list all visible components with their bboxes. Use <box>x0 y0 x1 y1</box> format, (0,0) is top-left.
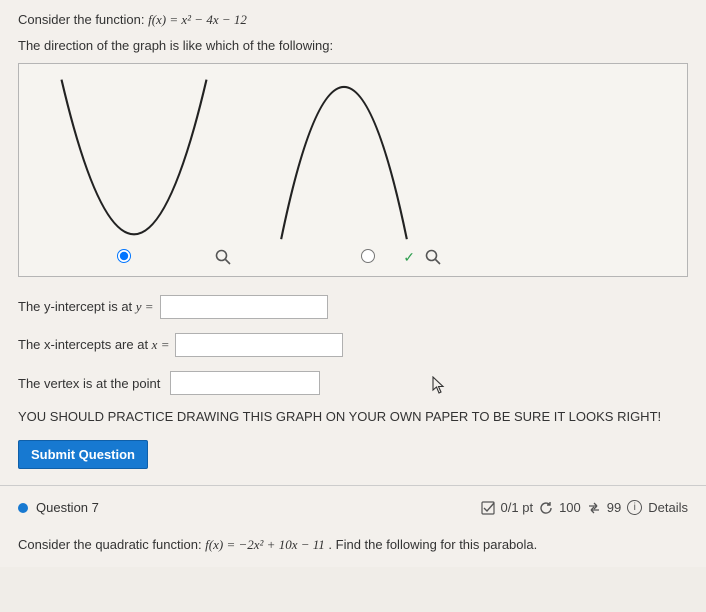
correct-check-icon: ✓ <box>403 249 415 266</box>
graph-option-b-radio[interactable] <box>361 249 375 263</box>
q6-direction-prompt: The direction of the graph is like which… <box>18 38 688 53</box>
q7-meta: 0/1 pt 100 99 i Details <box>481 500 688 515</box>
magnify-icon[interactable] <box>425 249 441 265</box>
y-intercept-row: The y-intercept is at y = <box>18 295 688 319</box>
q7-prompt-suffix: . Find the following for this parabola. <box>328 537 537 552</box>
question-7-card: Question 7 0/1 pt 100 99 i Details <box>0 486 706 567</box>
graph-option-a-radio[interactable] <box>117 249 131 263</box>
info-icon[interactable]: i <box>627 500 642 515</box>
vertex-row: The vertex is at the point <box>18 371 688 395</box>
magnify-icon[interactable] <box>215 249 231 265</box>
vertex-input[interactable] <box>170 371 320 395</box>
q6-function: f(x) = x² − 4x − 12 <box>148 12 247 27</box>
parabola-down-icon <box>239 70 449 244</box>
practice-instruction: YOU SHOULD PRACTICE DRAWING THIS GRAPH O… <box>18 409 688 424</box>
y-intercept-input[interactable] <box>160 295 328 319</box>
question-6-card: Consider the function: f(x) = x² − 4x − … <box>0 0 706 486</box>
parabola-up-icon <box>29 70 239 244</box>
x-intercepts-label: The x-intercepts are at x = <box>18 337 169 353</box>
x-intercepts-row: The x-intercepts are at x = <box>18 333 688 357</box>
q7-score: 0/1 pt <box>501 500 534 515</box>
graph-option-a[interactable] <box>29 70 239 270</box>
q7-header: Question 7 0/1 pt 100 99 i Details <box>18 500 688 515</box>
swap-icon <box>587 501 601 515</box>
x-intercepts-input[interactable] <box>175 333 343 357</box>
q7-retries: 99 <box>607 500 621 515</box>
details-link[interactable]: Details <box>648 500 688 515</box>
graph-choice-box: ✓ <box>18 63 688 277</box>
question-status-dot-icon <box>18 503 28 513</box>
q7-prompt-prefix: Consider the quadratic function: <box>18 537 205 552</box>
q7-title: Question 7 <box>36 500 99 515</box>
q7-attempts: 100 <box>559 500 581 515</box>
checkbox-icon <box>481 501 495 515</box>
graph-option-b[interactable]: ✓ <box>239 70 449 270</box>
vertex-label: The vertex is at the point <box>18 376 160 391</box>
submit-question-button[interactable]: Submit Question <box>18 440 148 469</box>
q7-function: f(x) = −2x² + 10x − 11 <box>205 537 325 552</box>
q6-prompt-prefix: Consider the function: <box>18 12 148 27</box>
q6-prompt-function: Consider the function: f(x) = x² − 4x − … <box>18 12 688 28</box>
y-intercept-label: The y-intercept is at y = <box>18 299 154 315</box>
retry-icon <box>539 501 553 515</box>
q7-prompt: Consider the quadratic function: f(x) = … <box>18 537 688 553</box>
